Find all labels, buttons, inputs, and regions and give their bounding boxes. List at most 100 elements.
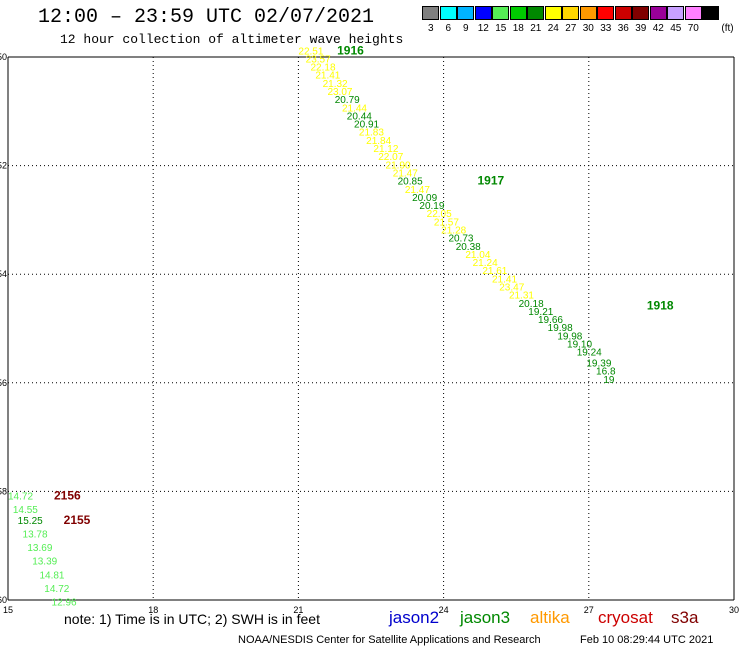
satellite-name: cryosat: [598, 608, 653, 627]
pass-number-label: 2155: [64, 513, 91, 527]
wave-height-point: 21.12: [373, 144, 398, 155]
map-axis-labels: 15 18 21 24 27 30 -50 -52 -54 -56 -58 -60: [0, 52, 739, 615]
wave-height-point: 15.25: [18, 516, 43, 527]
legend-label: 24: [547, 23, 559, 34]
satellite-name: altika: [530, 608, 570, 627]
legend-swatch: [649, 6, 667, 20]
pass-labels: 1916 1917 1918 2156 2155: [54, 43, 674, 527]
wave-height-point: 20.79: [335, 95, 360, 106]
legend-label: 42: [652, 23, 664, 34]
footer-note: note: 1) Time is in UTC; 2) SWH is in fe…: [64, 611, 320, 627]
legend-label: 36: [617, 23, 629, 34]
lon-tick-label: 15: [3, 605, 13, 615]
legend-label: 21: [530, 23, 542, 34]
legend-label: 45: [670, 23, 682, 34]
wave-height-point: 20.73: [448, 234, 473, 245]
wave-height-point: 21.84: [366, 136, 391, 147]
legend-swatch: [457, 6, 474, 20]
wave-height-point: 21.90: [386, 160, 411, 171]
wave-height-point: 19.39: [586, 359, 611, 370]
legend-unit: (ft): [721, 23, 734, 34]
legend-label: 6: [445, 23, 452, 34]
legend-label: 12: [477, 23, 489, 34]
wave-height-point: 13.69: [27, 543, 52, 554]
wave-height-point: 22.18: [311, 63, 336, 74]
legend-label: 33: [600, 23, 612, 34]
wave-height-point: 21.47: [393, 168, 418, 179]
wave-height-point: 23.07: [327, 87, 352, 98]
legend-swatch: [527, 6, 544, 20]
lat-tick-label: -56: [0, 378, 7, 388]
wave-height-point: 22.51: [298, 46, 323, 57]
legend-label: 27: [565, 23, 577, 34]
lat-tick-label: -50: [0, 52, 7, 62]
wave-height-point: 21.31: [509, 291, 534, 302]
wave-height-point: 14.72: [8, 492, 33, 503]
wave-height-point: 21.04: [465, 250, 490, 261]
legend-swatch: [439, 6, 457, 20]
wave-height-point: 21.41: [315, 71, 340, 82]
legend-swatch: [614, 6, 632, 20]
lat-tick-label: -58: [0, 486, 7, 496]
wave-height-point: 19: [603, 375, 615, 386]
legend-label: 3: [427, 23, 434, 34]
legend-label: 9: [462, 23, 469, 34]
legend-swatch: [667, 6, 684, 20]
pass-number-label: 1917: [477, 174, 504, 188]
pass-number-label: 1916: [337, 43, 364, 57]
wave-height-point: 13.39: [32, 557, 57, 568]
lat-tick-label: -60: [0, 595, 7, 605]
wave-height-point: 21.32: [323, 79, 348, 90]
wave-height-point: 21.28: [441, 225, 466, 236]
legend-swatch: [422, 6, 439, 20]
legend-swatch: [684, 6, 702, 20]
map-title: 12:00 – 23:59 UTC 02/07/2021: [38, 6, 375, 29]
wave-height-point: 20.19: [419, 201, 444, 212]
satellite-name: jason2: [389, 608, 440, 627]
legend-swatch: [492, 6, 509, 20]
lon-tick-label: 30: [729, 605, 739, 615]
wave-height-point: 12.96: [52, 597, 77, 608]
wave-height-point: 14.81: [39, 570, 64, 581]
satellite-name: jason3: [460, 608, 511, 627]
wave-height-point: 23.47: [499, 282, 524, 293]
wave-height-point: 21.41: [492, 274, 517, 285]
wave-height-point: 22.05: [427, 209, 452, 220]
wave-height-point: 20.38: [456, 242, 481, 253]
legend-swatch: [597, 6, 614, 20]
wave-height-point: 19.21: [528, 307, 553, 318]
wave-height-point: 14.55: [13, 505, 38, 516]
wave-height-point: 20.18: [519, 299, 544, 310]
wave-height-point: 21.57: [434, 217, 459, 228]
lon-tick-label: 27: [584, 605, 594, 615]
legend-swatch: [562, 6, 579, 20]
legend-swatch: [579, 6, 597, 20]
wave-height-point: 21.47: [405, 185, 430, 196]
legend-swatch: [544, 6, 562, 20]
wave-height-point: 21.61: [482, 266, 507, 277]
legend-label: 70: [687, 23, 699, 34]
legend-swatch: [632, 6, 649, 20]
legend-label: 15: [495, 23, 507, 34]
wave-height-point: 20.44: [347, 111, 372, 122]
wave-height-point: 21.24: [473, 258, 498, 269]
wave-height-point: 20.85: [398, 177, 423, 188]
wave-height-point: 21.83: [359, 128, 384, 139]
wave-height-point: 20.09: [412, 193, 437, 204]
wave-height-point: 20.91: [354, 120, 379, 131]
pass-number-label: 1918: [647, 298, 674, 312]
wave-height-point: 19.98: [557, 331, 582, 342]
legend-label: 39: [635, 23, 647, 34]
wave-height-point: 16.8: [596, 367, 616, 378]
satellite-name: s3a: [671, 608, 699, 627]
pass-number-label: 2156: [54, 489, 81, 503]
wave-height-point: 13.78: [23, 530, 48, 541]
legend-swatch: [509, 6, 527, 20]
map-grid: [7, 56, 735, 601]
wave-height-point: 19.66: [538, 315, 563, 326]
wave-height-point: 19.10: [567, 340, 592, 351]
legend-label: 18: [512, 23, 524, 34]
legend-swatch: [702, 6, 719, 20]
footer-credit: NOAA/NESDIS Center for Satellite Applica…: [238, 634, 541, 646]
